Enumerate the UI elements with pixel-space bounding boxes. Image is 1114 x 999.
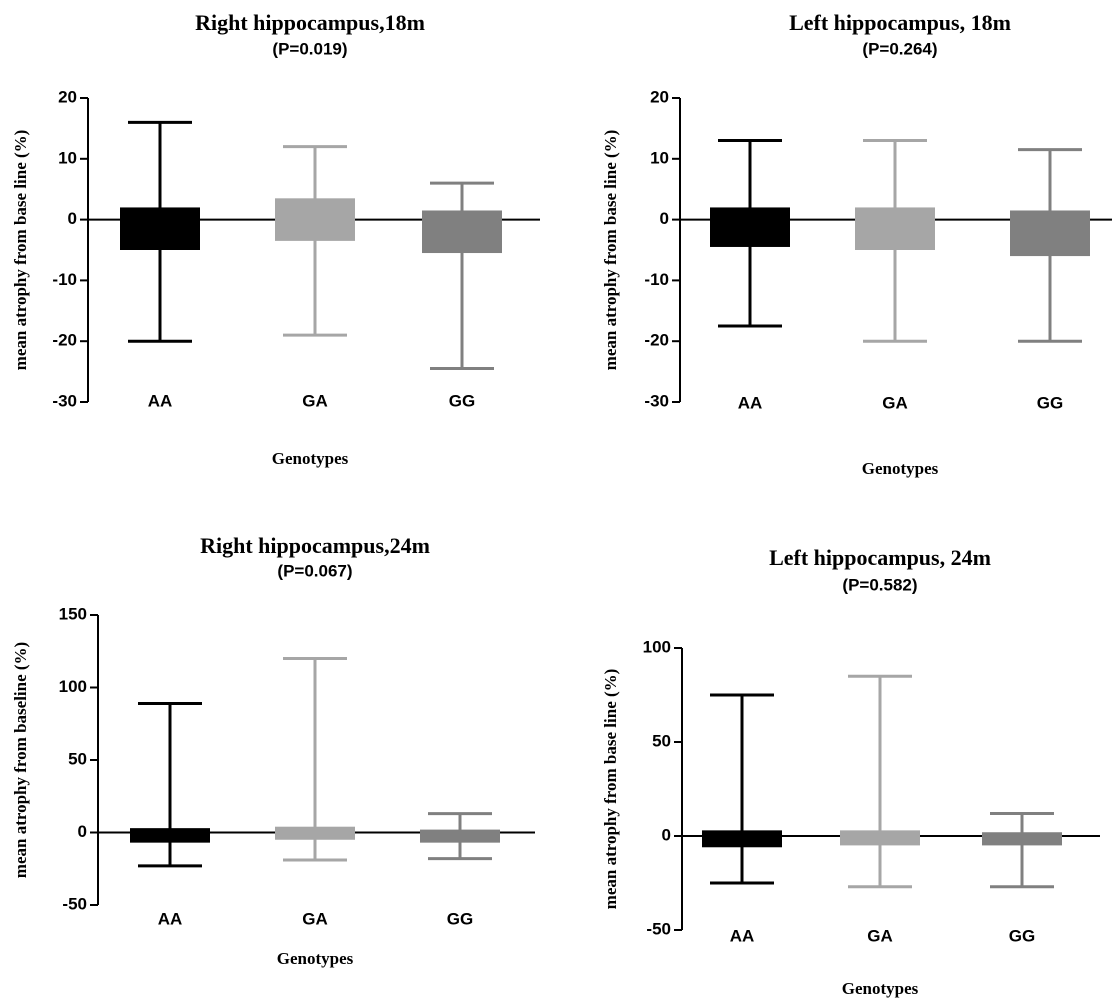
y-tick-label: 20: [650, 87, 669, 106]
x-tick-label: GG: [447, 909, 473, 928]
y-tick-label: 0: [662, 825, 671, 844]
box: [275, 198, 355, 241]
x-tick-label: AA: [730, 926, 755, 945]
y-tick-label: -30: [644, 391, 669, 410]
y-tick-label: 20: [58, 87, 77, 106]
chart-title: Right hippocampus,24m: [200, 533, 430, 558]
y-tick-label: 100: [643, 637, 671, 656]
y-tick-label: 50: [68, 749, 87, 768]
x-tick-label: GA: [302, 909, 328, 928]
y-axis-label: mean atrophy from base line (%): [601, 130, 620, 371]
y-tick-label: 100: [59, 677, 87, 696]
x-axis-label: Genotypes: [272, 449, 349, 468]
box: [1010, 210, 1090, 257]
y-tick-label: -10: [52, 270, 77, 289]
box: [130, 828, 210, 843]
y-tick-label: 0: [78, 822, 87, 841]
box: [275, 826, 355, 840]
y-tick-label: -20: [644, 331, 669, 350]
x-tick-label: GG: [449, 391, 475, 410]
chart-subtitle: (P=0.067): [277, 561, 352, 580]
x-tick-label: AA: [158, 909, 183, 928]
box: [710, 207, 790, 247]
x-tick-label: AA: [148, 391, 173, 410]
x-axis-label: Genotypes: [862, 459, 939, 478]
y-tick-label: -50: [62, 894, 87, 913]
y-tick-label: 0: [68, 209, 77, 228]
box: [855, 207, 935, 250]
chart-subtitle: (P=0.019): [272, 39, 347, 58]
x-tick-label: GA: [867, 926, 893, 945]
y-tick-label: 10: [650, 148, 669, 167]
x-tick-label: GG: [1009, 926, 1035, 945]
y-tick-label: -50: [646, 919, 671, 938]
chart-title: Left hippocampus, 24m: [769, 545, 991, 570]
chart-subtitle: (P=0.264): [862, 39, 937, 58]
y-tick-label: 150: [59, 604, 87, 623]
chart-title: Left hippocampus, 18m: [789, 10, 1011, 35]
box: [702, 830, 782, 848]
y-tick-label: -30: [52, 391, 77, 410]
x-tick-label: GG: [1037, 393, 1063, 412]
box: [120, 207, 200, 250]
x-axis-label: Genotypes: [842, 979, 919, 998]
chart-subtitle: (P=0.582): [842, 575, 917, 594]
y-axis-label: mean atrophy from baseline (%): [11, 642, 30, 878]
box: [420, 829, 500, 843]
chart-title: Right hippocampus,18m: [195, 10, 425, 35]
y-tick-label: 0: [660, 209, 669, 228]
y-tick-label: -10: [644, 270, 669, 289]
box: [422, 210, 502, 254]
x-tick-label: AA: [738, 393, 763, 412]
x-axis-label: Genotypes: [277, 949, 354, 968]
y-tick-label: -20: [52, 331, 77, 350]
y-tick-label: 10: [58, 148, 77, 167]
y-axis-label: mean atrophy from base line (%): [11, 130, 30, 371]
x-tick-label: GA: [302, 391, 328, 410]
box: [982, 832, 1062, 846]
y-axis-label: mean atrophy from base line (%): [601, 669, 620, 910]
x-tick-label: GA: [882, 393, 908, 412]
y-tick-label: 50: [652, 731, 671, 750]
box: [840, 830, 920, 846]
